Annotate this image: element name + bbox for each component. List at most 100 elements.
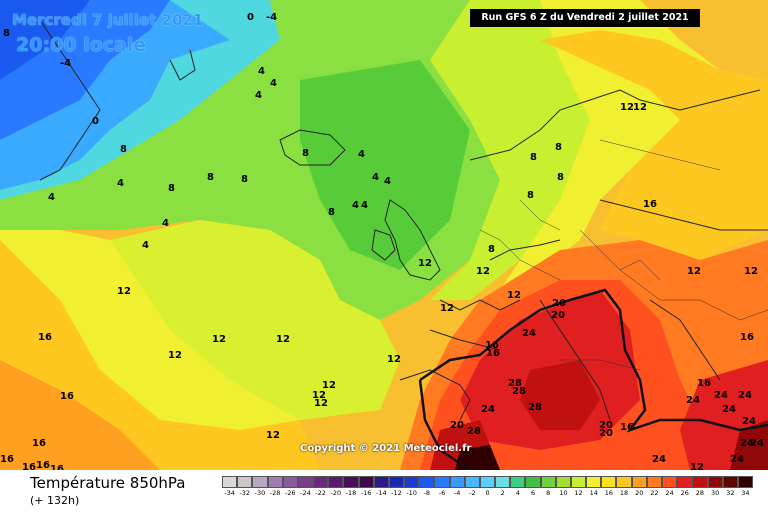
temp-label: 12 [418, 258, 432, 269]
temp-label: 12 [168, 350, 182, 361]
scale-swatch [464, 476, 480, 488]
map-canvas: 0 -4 8 -4 0 4 4 8 4 8 4 4 4 4 8 8 8 4 8 … [0, 0, 768, 470]
temp-label: 24 [652, 454, 666, 465]
scale-tick-label: 2 [500, 489, 505, 497]
scale-swatch [388, 476, 405, 488]
scale-swatch [313, 476, 329, 488]
temp-label: 4 [142, 240, 149, 251]
temp-label: 12 [266, 430, 280, 441]
scale-swatch [737, 476, 754, 488]
temp-label: 4 [361, 200, 368, 211]
scale-swatch [404, 476, 420, 488]
scale-tick-label: -10 [406, 489, 417, 497]
temp-label: 16 [740, 332, 754, 343]
temp-label: 20 [599, 420, 613, 431]
temp-label: 4 [258, 66, 265, 77]
temp-label: 4 [162, 218, 169, 229]
scale-swatch [267, 476, 283, 488]
temp-label: 8 [328, 207, 335, 218]
scale-tick-label: -34 [224, 489, 235, 497]
scale-tick-label: 4 [515, 489, 520, 497]
scale-swatch [661, 476, 678, 488]
scale-swatch [540, 476, 556, 488]
temp-label: 24 [481, 404, 495, 415]
temp-label: 4 [255, 90, 262, 101]
temp-label: 24 [738, 390, 752, 401]
temp-label: 8 [120, 144, 127, 155]
scale-tick-label: 28 [695, 489, 705, 497]
temp-label: 12 [387, 354, 401, 365]
temp-label: 8 [241, 174, 248, 185]
temp-label: 16 [32, 438, 46, 449]
temp-label: 8 [530, 152, 537, 163]
temp-label: 28 [528, 402, 542, 413]
scale-tick-label: -8 [423, 489, 431, 497]
scale-tick-label: 32 [726, 489, 735, 497]
temp-label: 12 [212, 334, 226, 345]
temp-label: 12 [314, 398, 328, 409]
scale-tick-label: 16 [604, 489, 614, 497]
temp-label: 12 [117, 286, 131, 297]
temp-label: 20 [552, 298, 566, 309]
scale-swatch [692, 476, 708, 488]
temp-label: 4 [384, 176, 391, 187]
color-scale-ticks: -34 -32 -30 -28 -26 -24 -22 -20 -18 -16 -14 -12 -10-… [222, 488, 753, 498]
temp-label: 16 [486, 348, 500, 359]
temperature-map: 0 -4 8 -4 0 4 4 8 4 8 4 4 4 4 8 8 8 4 8 … [0, 0, 768, 470]
temp-label: -4 [266, 12, 277, 23]
scale-swatch [434, 476, 450, 488]
scale-swatch [237, 476, 253, 488]
temp-label: 20 [450, 420, 464, 431]
scale-tick-label: 12 [574, 489, 583, 497]
temp-label: 24 [730, 454, 744, 465]
temp-label: 28 [508, 378, 522, 389]
temp-label: 12 [620, 102, 634, 113]
temp-label: 8 [3, 28, 10, 39]
scale-tick-label: 10 [559, 489, 568, 497]
scale-tick-label: -4 [453, 489, 461, 497]
scale-tick-label: -20 [330, 489, 342, 497]
temp-label: 8 [557, 172, 564, 183]
temp-label: 0 [92, 116, 99, 127]
temp-label: 8 [488, 244, 495, 255]
scale-swatch [297, 476, 314, 488]
temp-label: 16 [36, 460, 50, 470]
temp-label: 24 [686, 395, 700, 406]
temp-label: 12 [633, 102, 647, 113]
temp-label: 12 [744, 266, 758, 277]
scale-swatch [570, 476, 587, 488]
scale-swatch [555, 476, 571, 488]
scale-tick-label: -22 [315, 489, 326, 497]
scale-tick-label: 26 [680, 489, 689, 497]
scale-tick-label: -18 [345, 489, 357, 497]
copyright-text: Copyright © 2021 Meteociel.fr [300, 443, 472, 454]
temp-label: 8 [207, 172, 214, 183]
temp-label: 12 [476, 266, 490, 277]
temp-label: 4 [117, 178, 124, 189]
scale-swatch [358, 476, 374, 488]
temp-label: 24 [742, 416, 756, 427]
temp-label: 12 [312, 390, 326, 401]
temp-label: 20 [599, 428, 613, 439]
forecast-time: 20:00 locale [16, 34, 147, 56]
scale-swatch [449, 476, 465, 488]
scale-swatch [252, 476, 268, 488]
scale-tick-label: 20 [635, 489, 644, 497]
scale-tick-label: 8 [546, 489, 551, 497]
scale-swatch [373, 476, 389, 488]
temp-label: 8 [527, 190, 534, 201]
temp-label: 0 [247, 12, 254, 23]
temp-label: -4 [60, 58, 71, 69]
temp-label: 4 [270, 78, 277, 89]
temp-label: 12 [440, 303, 454, 314]
temp-label: 24 [722, 404, 736, 415]
scale-swatch [616, 476, 632, 488]
scale-tick-label: -26 [284, 489, 296, 497]
temp-label: 12 [507, 290, 521, 301]
scale-tick-label: -24 [300, 489, 311, 497]
temp-label: 24 [714, 390, 728, 401]
temp-label: 4 [358, 149, 365, 160]
temp-label: 16 [643, 199, 657, 210]
temp-label: 12 [276, 334, 290, 345]
scale-swatch [328, 476, 344, 488]
